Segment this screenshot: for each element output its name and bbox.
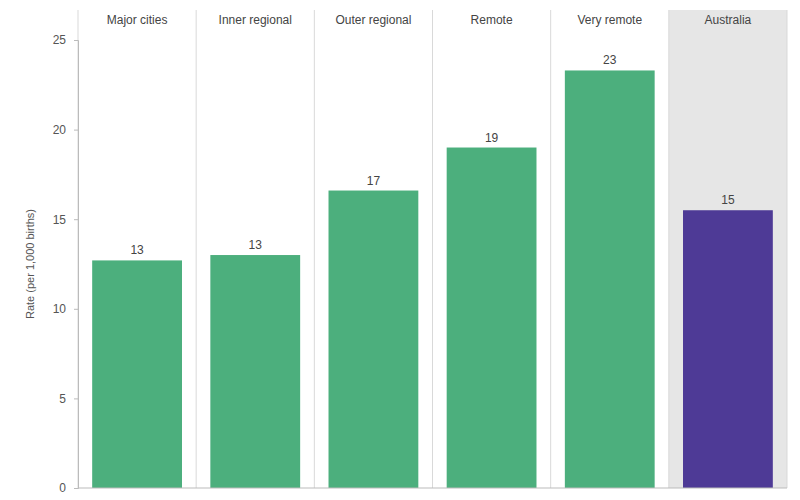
x-tick: Outer regional — [335, 13, 411, 34]
y-tick-mark — [74, 488, 78, 489]
x-tick-label: Inner regional — [219, 13, 292, 27]
x-tick-label: Major cities — [107, 13, 168, 27]
y-axis: 0 5 10 15 20 25 — [53, 33, 79, 495]
y-tick-label: 15 — [53, 213, 67, 227]
chart: 13 13 17 19 23 15 0 5 10 15 20 25 Rate (per 1,000 bi… — [0, 0, 800, 500]
panel-background — [669, 10, 787, 488]
bar — [329, 191, 419, 488]
data-label: 23 — [603, 53, 617, 67]
bar — [447, 148, 537, 488]
panel-separator — [314, 10, 315, 488]
y-tick-label: 0 — [59, 481, 66, 495]
x-tick: Inner regional — [219, 13, 292, 34]
x-tick: Very remote — [577, 13, 642, 34]
bar — [565, 70, 655, 488]
data-label: 17 — [367, 174, 381, 188]
bars — [92, 70, 773, 488]
y-tick-mark — [74, 40, 78, 41]
y-tick-label: 20 — [53, 123, 67, 137]
y-tick-label: 25 — [53, 33, 67, 47]
x-tick-label: Outer regional — [335, 13, 411, 27]
y-tick-label: 5 — [59, 392, 66, 406]
panel-separator — [668, 10, 669, 488]
data-label: 15 — [721, 193, 735, 207]
bar — [210, 255, 300, 488]
y-tick: 5 — [59, 392, 78, 406]
y-tick-mark — [74, 130, 78, 131]
y-axis-title: Rate (per 1,000 births) — [24, 209, 36, 319]
baseline — [78, 488, 787, 489]
data-labels: 13 13 17 19 23 15 — [130, 53, 735, 257]
x-tick-label: Australia — [705, 13, 752, 27]
x-tick-label: Remote — [471, 13, 513, 27]
y-tick-label: 10 — [53, 302, 67, 316]
x-tick: Australia — [705, 13, 752, 34]
bar — [683, 210, 773, 488]
data-label: 13 — [130, 243, 144, 257]
y-tick-mark — [74, 219, 78, 220]
y-tick-mark — [74, 398, 78, 399]
y-tick-mark — [74, 309, 78, 310]
x-tick-label: Very remote — [577, 13, 642, 27]
data-label: 19 — [485, 131, 499, 145]
y-tick: 20 — [53, 123, 78, 137]
panel-separator — [550, 10, 551, 488]
x-tick: Major cities — [107, 13, 168, 34]
y-tick: 10 — [53, 302, 78, 316]
x-tick: Remote — [471, 13, 513, 34]
y-tick: 15 — [53, 213, 78, 227]
bar — [92, 260, 182, 488]
panel-separator — [196, 10, 197, 488]
panel-separator — [432, 10, 433, 488]
x-axis: Major cities Inner regional Outer regional… — [107, 13, 752, 34]
y-axis-line — [74, 41, 79, 489]
panel-separator — [787, 10, 788, 488]
panel-separators — [78, 10, 787, 488]
y-tick: 0 — [59, 481, 78, 495]
data-label: 13 — [249, 238, 263, 252]
y-tick: 25 — [53, 33, 78, 47]
